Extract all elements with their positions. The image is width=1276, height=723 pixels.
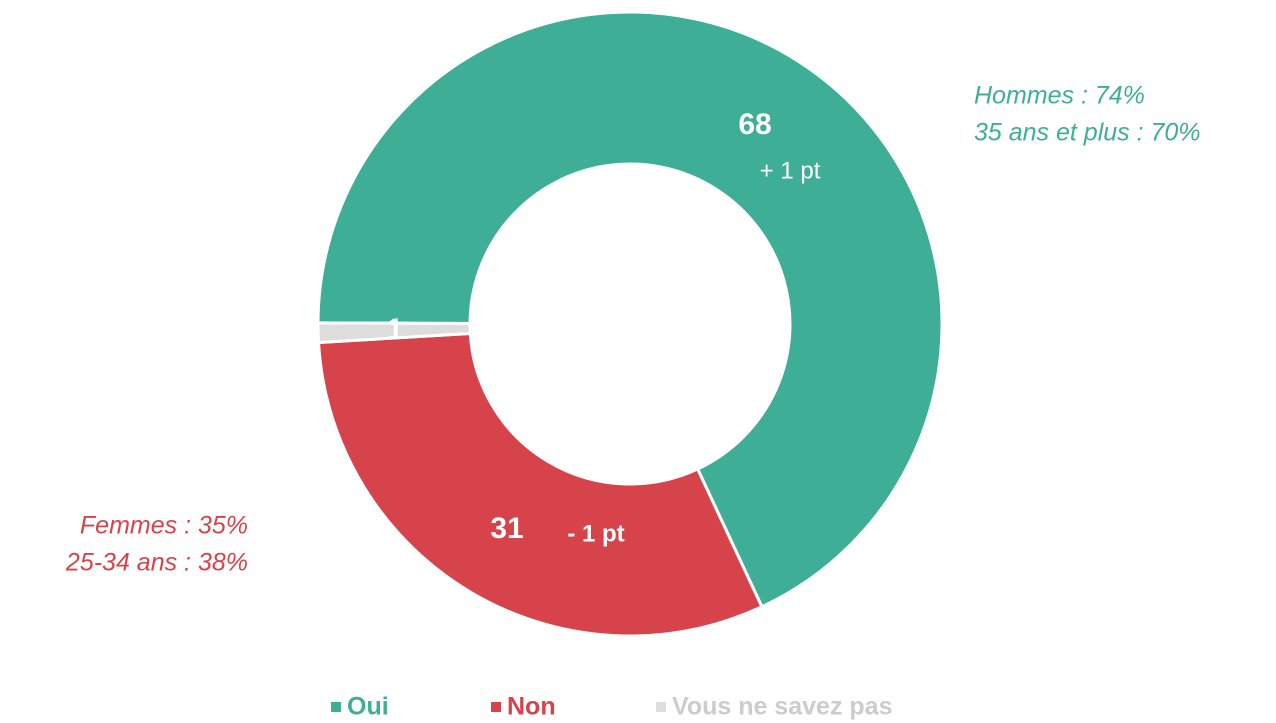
legend-marker [656, 702, 666, 712]
donut-slice [316, 331, 764, 638]
change-label: + 1 pt [760, 157, 821, 184]
annotation: 25-34 ans : 38% [65, 549, 248, 577]
data-label: 1 [387, 313, 404, 346]
annotation: Hommes : 74% [974, 82, 1145, 110]
change-label: - 1 pt [567, 520, 624, 547]
annotation: 35 ans et plus : 70% [974, 119, 1201, 147]
data-label: 31 [490, 512, 523, 545]
data-label: 68 [738, 108, 771, 141]
legend-label: Non [507, 693, 556, 721]
legend-label: Vous ne savez pas [672, 693, 892, 721]
annotation: Femmes : 35% [80, 512, 248, 540]
legend-marker [331, 702, 341, 712]
donut-slice [316, 10, 944, 609]
donut-slice [316, 321, 472, 345]
legend-marker [491, 702, 501, 712]
legend-label: Oui [347, 693, 389, 721]
